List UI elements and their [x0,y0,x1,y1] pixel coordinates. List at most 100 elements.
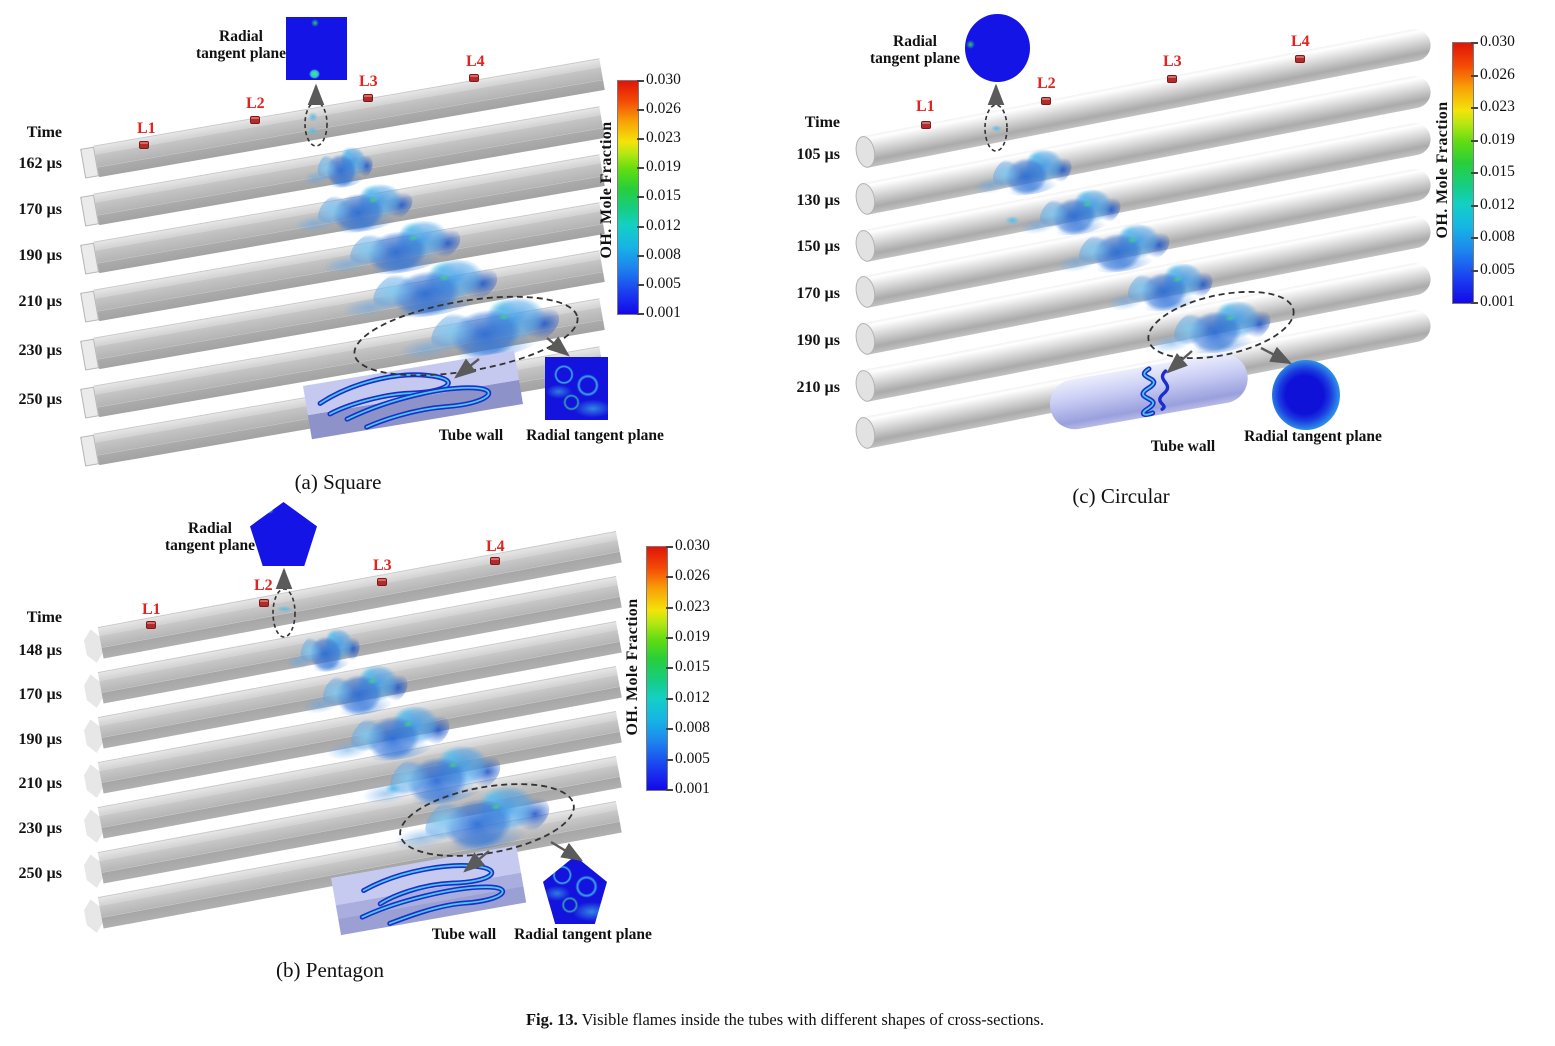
colorbar-tick: 0.019 [1471,131,1515,148]
radial-tangent-plane-inset-square [545,357,608,420]
colorbar-tick: 0.005 [637,275,681,292]
flame-kernel [991,125,1002,132]
radial-tangent-plane-label: Radial tangent plane [514,926,652,943]
time-label: 210 µs [796,379,840,396]
colorbar-tick: 0.015 [1471,163,1515,180]
colorbar-tick: 0.030 [666,537,710,554]
time-label: 250 µs [18,391,62,408]
sensor-marker [1041,97,1051,105]
tube-wall-label: Tube wall [1150,438,1216,455]
location-label-l2: L2 [1037,75,1056,92]
time-label: 190 µs [18,731,62,748]
radial-tangent-plane-label: Radial tangent plane [526,427,664,444]
flame-contour-sketch [317,372,492,430]
figure-caption: Fig. 13. Visible flames inside the tubes… [385,1010,1185,1030]
location-label-l4: L4 [466,53,485,70]
time-label: 230 µs [18,820,62,837]
location-label-l2: L2 [254,577,273,594]
time-label: 170 µs [18,201,62,218]
sensor-marker [1295,55,1305,63]
colorbar-tick: 0.030 [637,71,681,88]
colorbar-tick: 0.015 [637,187,681,204]
cross-section-inset-square [286,17,347,80]
location-label-l3: L3 [373,557,392,574]
colorbar-tick: 0.019 [666,628,710,645]
time-header: Time [26,609,62,626]
location-label-l1: L1 [916,98,935,115]
panel-c-caption: (c) Circular [1072,484,1170,508]
colorbar-tick: 0.008 [666,719,710,736]
radial-tangent-plane-label: Radial tangent plane [1244,428,1382,445]
radial-tangent-plane-label-top: Radial tangent plane [196,28,286,62]
colorbar-tick: 0.001 [1471,293,1515,310]
colorbar-tick: 0.023 [637,129,681,146]
time-label: 148 µs [18,642,62,659]
time-label: 170 µs [18,686,62,703]
radial-tangent-plane-label-top: Radial tangent plane [165,520,255,554]
tube-wall-inset [1046,349,1252,434]
colorbar-tick: 0.023 [1471,98,1515,115]
location-label-l4: L4 [1291,33,1310,50]
colorbar-tick: 0.023 [666,598,710,615]
time-label: 130 µs [796,192,840,209]
sensor-marker [921,121,931,129]
time-label: 190 µs [796,332,840,349]
colorbar-tick: 0.015 [666,658,710,675]
sensor-marker [1167,75,1177,83]
cross-section-inset-circle [965,14,1030,82]
flame-contour-sketch [1140,366,1170,418]
sensor-marker [363,94,373,102]
sensor-marker [469,74,479,82]
colorbar-tick: 0.030 [1471,33,1515,50]
tube-wall-inset [331,845,527,936]
colorbar-tick: 0.008 [1471,228,1515,245]
location-label-l3: L3 [1163,53,1182,70]
location-label-l1: L1 [137,120,156,137]
colorbar-tick: 0.005 [666,750,710,767]
colorbar-tick: 0.012 [637,217,681,234]
sensor-marker [250,116,260,124]
location-label-l4: L4 [486,538,505,555]
colorbar-tick: 0.019 [637,158,681,175]
colorbar-tick: 0.008 [637,246,681,263]
flame-kernel [307,127,318,135]
flame-kernel [308,112,318,122]
tube-wall-label: Tube wall [438,427,504,444]
colorbar-tick: 0.005 [1471,261,1515,278]
time-label: 230 µs [18,342,62,359]
tube-wall-label: Tube wall [431,926,497,943]
location-label-l3: L3 [359,73,378,90]
panel-b-caption: (b) Pentagon [276,958,384,982]
location-label-l2: L2 [246,95,265,112]
colorbar [646,546,668,791]
colorbar-title: OH. Mole Fraction [1434,101,1451,239]
tube-wall-inset [303,350,523,440]
colorbar-tick: 0.026 [1471,66,1515,83]
time-header: Time [26,124,62,141]
colorbar-title: OH. Mole Fraction [624,598,641,736]
colorbar-tick: 0.026 [637,100,681,117]
location-label-l1: L1 [142,601,161,618]
time-label: 150 µs [796,238,840,255]
time-label: 162 µs [18,155,62,172]
sensor-marker [146,621,156,629]
flame-kernel [1005,216,1020,225]
time-header: Time [804,114,840,131]
time-label: 190 µs [18,247,62,264]
figure-caption-label: Fig. 13. [525,1010,578,1029]
colorbar-tick: 0.001 [637,304,681,321]
colorbar-tick: 0.012 [1471,196,1515,213]
flame-kernel [276,606,293,612]
radial-tangent-plane-inset-circle [1272,360,1340,430]
time-label: 210 µs [18,775,62,792]
sensor-marker [490,557,500,565]
flame-contour-sketch [359,863,506,926]
sensor-marker [259,599,269,607]
colorbar-tick: 0.026 [666,567,710,584]
colorbar-tick: 0.012 [666,689,710,706]
panel-a-caption: (a) Square [294,470,382,494]
sensor-marker [139,141,149,149]
figure-caption-text: Visible flames inside the tubes with dif… [577,1010,1045,1029]
